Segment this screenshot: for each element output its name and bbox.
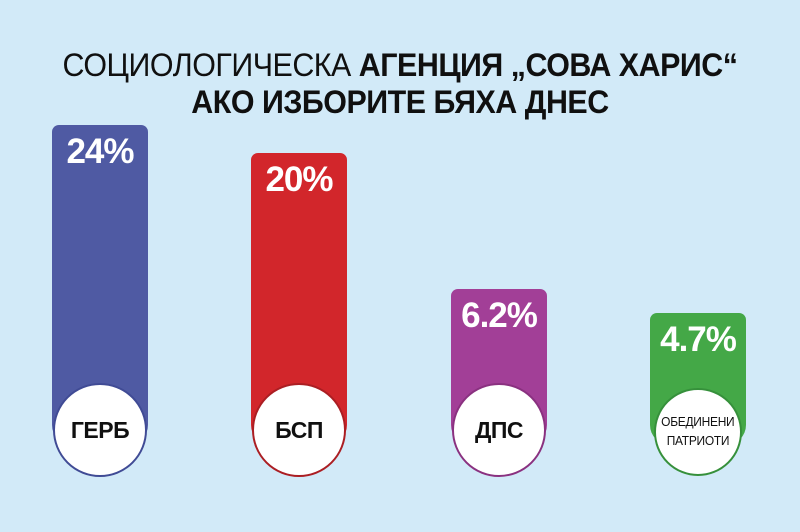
bar-group-obedineni-patrioti: 4.7% ОБЕДИНЕНИ ПАТРИОТИ [650, 0, 746, 532]
party-label-line2: ПАТРИОТИ [666, 433, 730, 448]
party-badge-dps: ДПС [452, 383, 546, 477]
bar-group-dps: 6.2% ДПС [451, 0, 547, 532]
bar-group-gerb: 24% ГЕРБ [52, 0, 148, 532]
party-badge-bsp: БСП [252, 383, 346, 477]
chart-title-line2: АКО ИЗБОРИТЕ БЯХА ДНЕС [191, 84, 609, 120]
chart-title-line1: СОЦИОЛОГИЧЕСКА АГЕНЦИЯ „СОВА ХАРИС“ [20, 46, 780, 84]
title-agency-prefix: СОЦИОЛОГИЧЕСКА [62, 47, 352, 83]
party-label: ГЕРБ [70, 416, 130, 443]
bar-column-gerb: 24% [52, 125, 148, 445]
bar-value-label: 6.2% [461, 296, 538, 335]
bar-value-label: 24% [66, 132, 134, 171]
party-label-line1: ОБЕДИНЕНИ [661, 414, 735, 430]
title-agency-name: АГЕНЦИЯ „СОВА ХАРИС“ [358, 47, 738, 83]
party-label: БСП [275, 416, 323, 443]
bar-value-label: 4.7% [660, 320, 737, 359]
chart-title: СОЦИОЛОГИЧЕСКА АГЕНЦИЯ „СОВА ХАРИС“ АКО … [0, 46, 800, 120]
party-badge-obedineni-patrioti: ОБЕДИНЕНИ ПАТРИОТИ [654, 388, 742, 476]
bar-value-label: 20% [265, 160, 333, 199]
party-badge-gerb: ГЕРБ [53, 383, 147, 477]
bar-group-bsp: 20% БСП [251, 0, 347, 532]
party-label: ДПС [474, 416, 524, 443]
